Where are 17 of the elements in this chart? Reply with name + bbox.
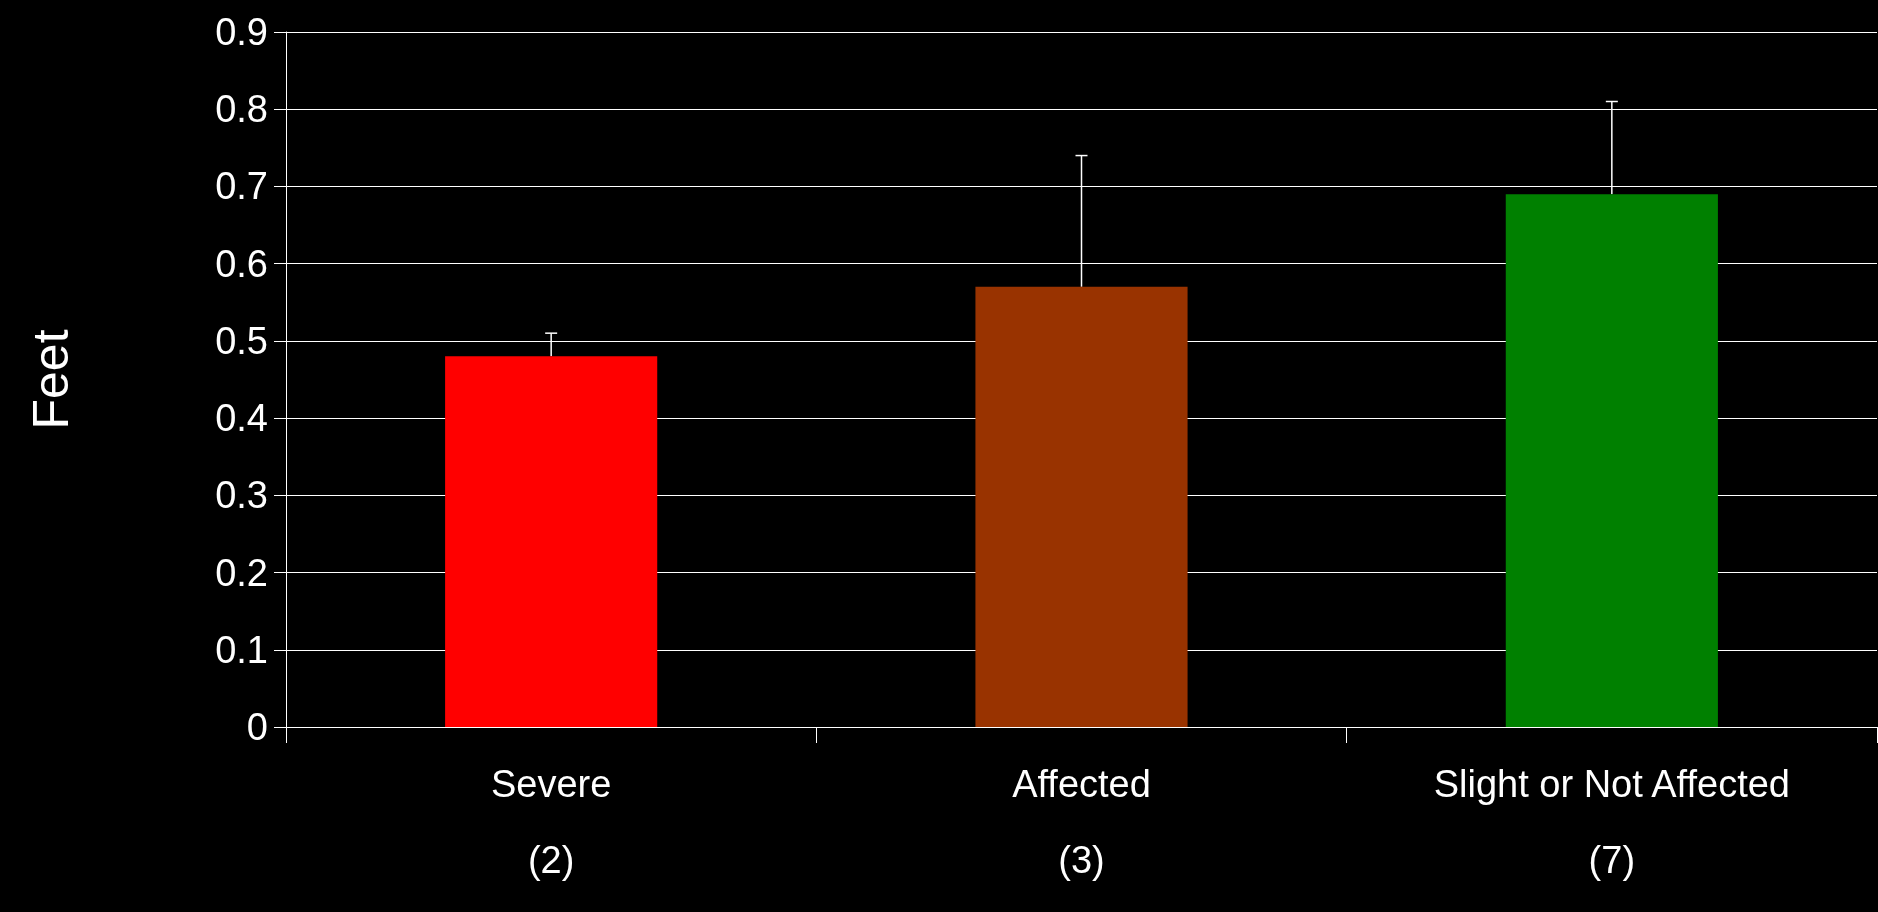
- bar: [445, 356, 658, 727]
- y-tick-label: 0.9: [215, 11, 268, 53]
- y-tick-label: 0.8: [215, 88, 268, 131]
- x-tick-label: Affected (3): [1012, 763, 1151, 881]
- x-tick-label: Severe (2): [490, 763, 612, 881]
- y-tick-label: 0.6: [215, 242, 268, 285]
- bar: [1505, 194, 1718, 727]
- y-tick-label: 0.1: [215, 628, 268, 671]
- bar: [975, 286, 1188, 727]
- y-tick-label: 0.2: [215, 551, 268, 594]
- y-axis-title: Feet: [23, 329, 79, 430]
- y-tick-label: 0: [246, 706, 268, 748]
- y-tick-label: 0.4: [215, 397, 268, 440]
- y-tick-label: 0.5: [215, 319, 268, 362]
- x-tick-label: Slight or Not Affected (7): [1433, 763, 1790, 881]
- y-tick-label: 0.7: [215, 165, 268, 208]
- y-tick-label: 0.3: [215, 474, 268, 517]
